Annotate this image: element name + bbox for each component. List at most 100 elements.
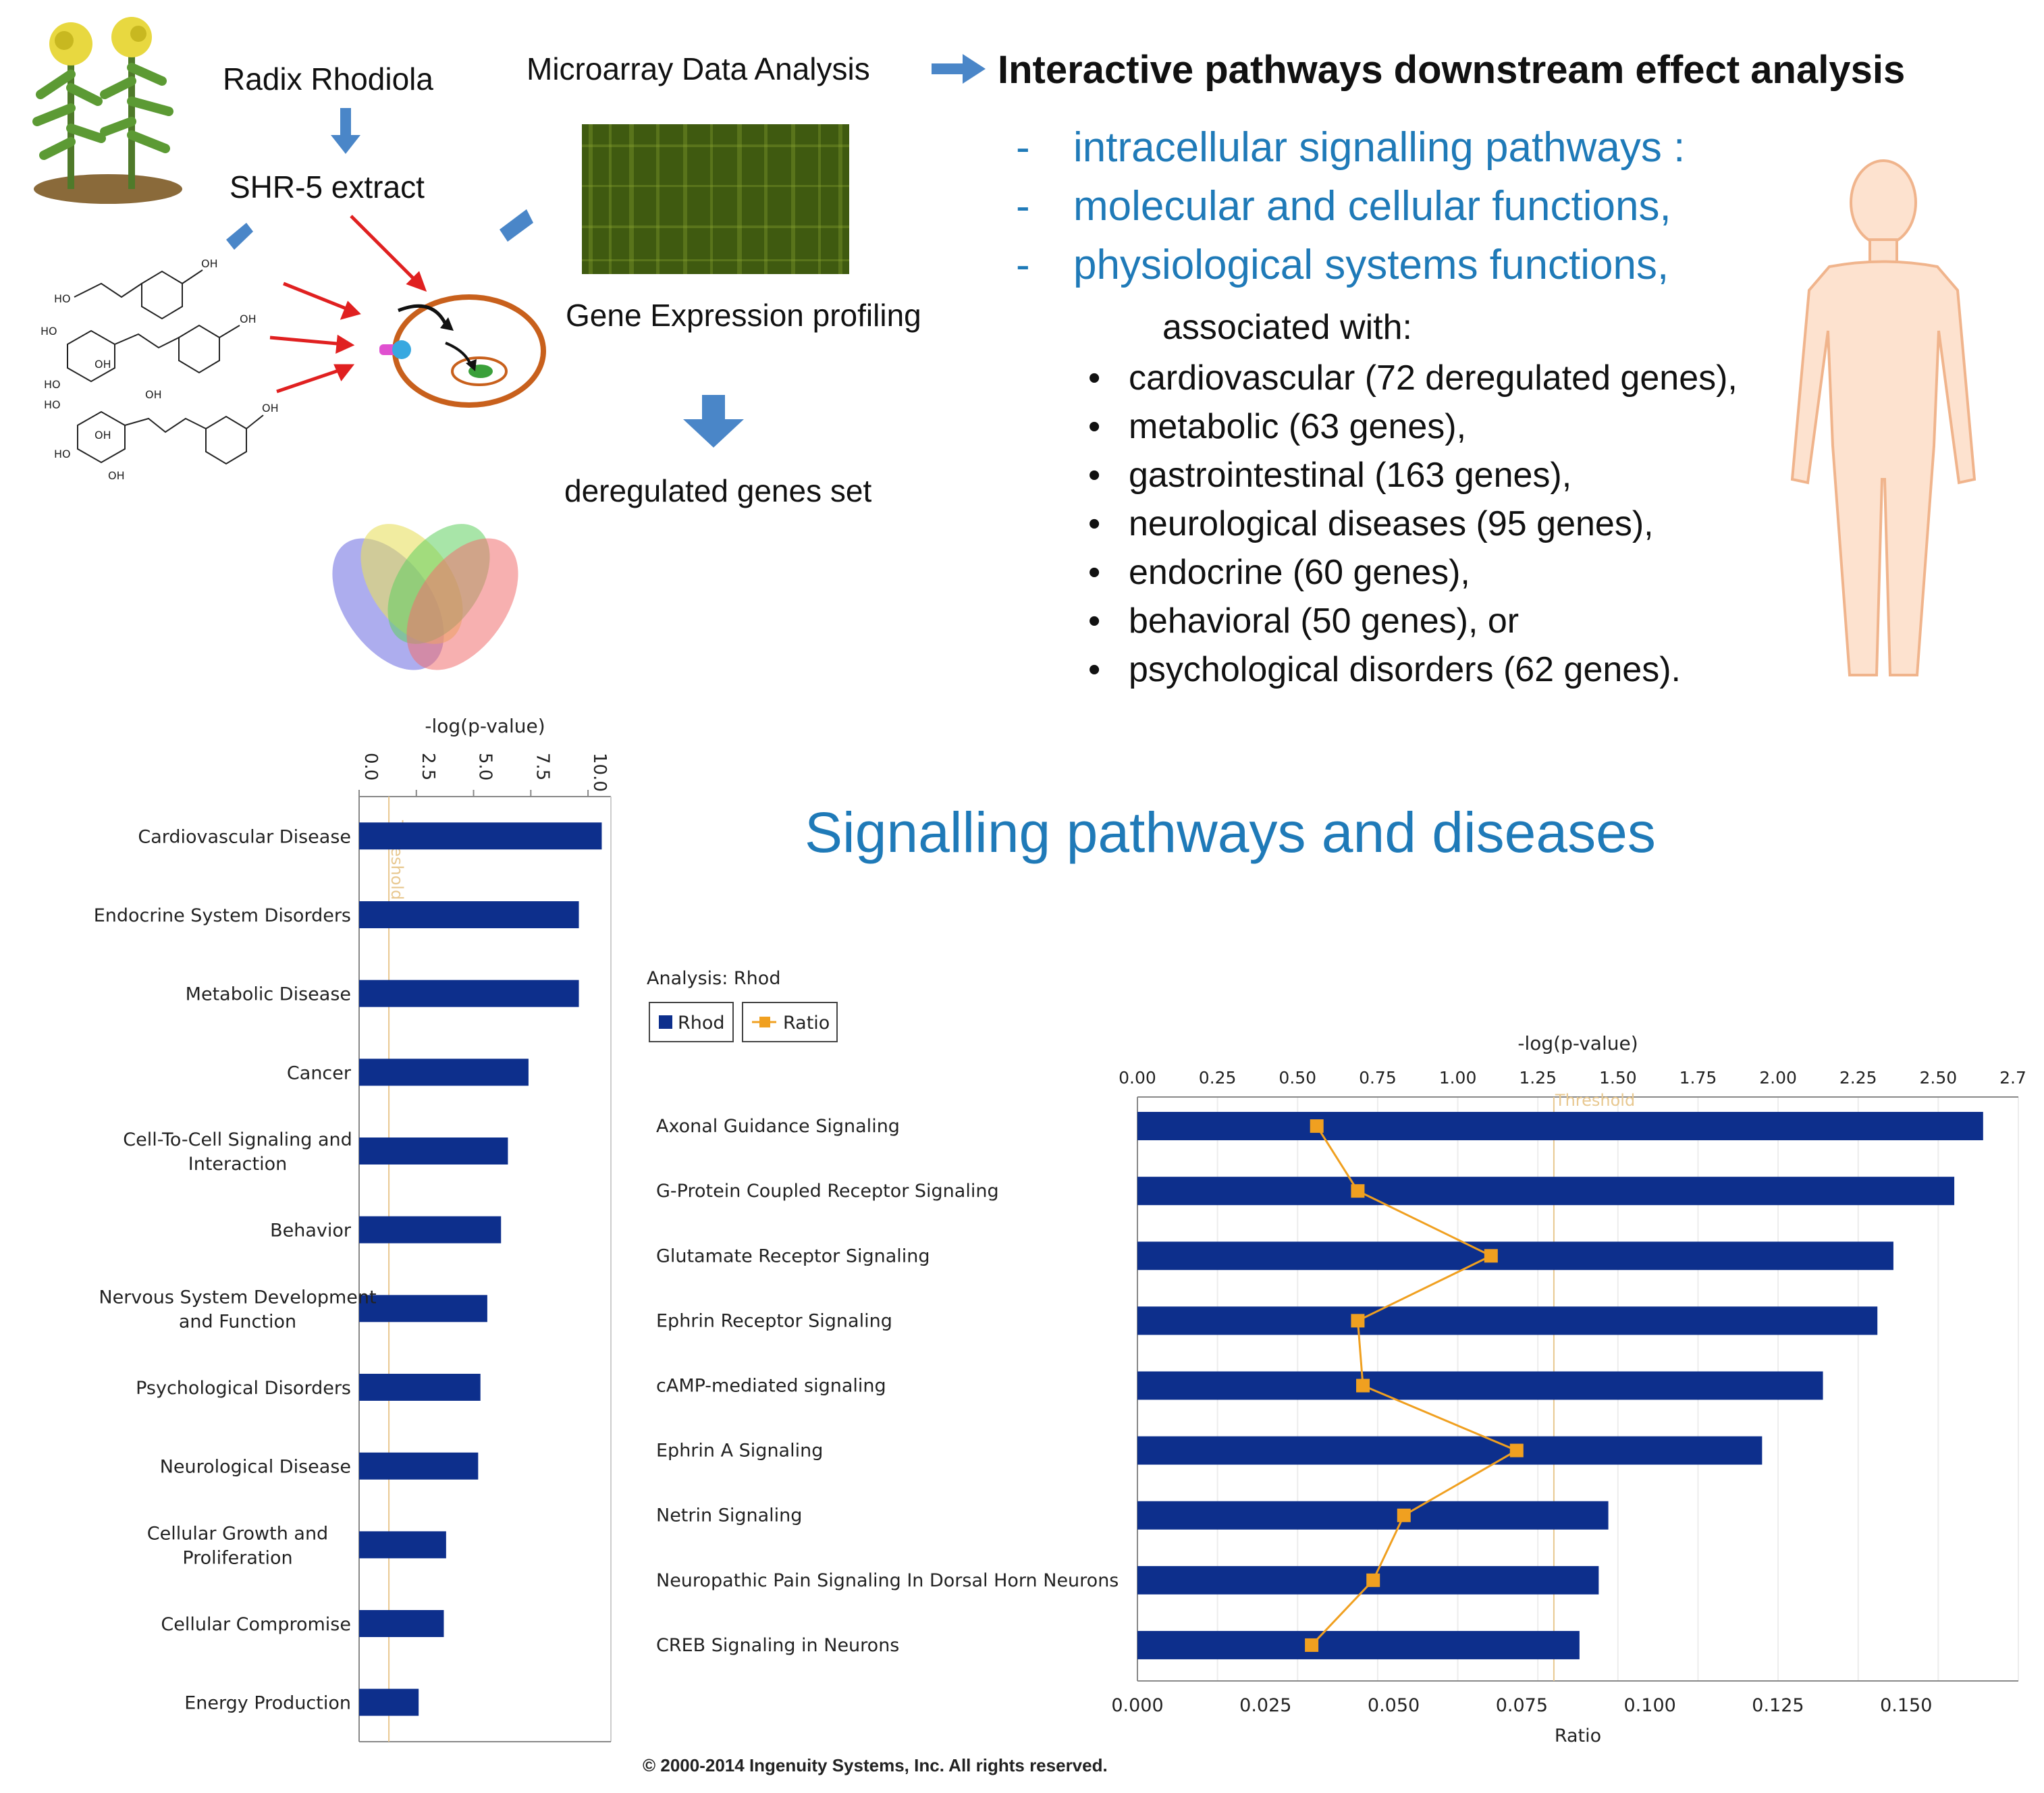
dash-symbol: - — [1016, 183, 1030, 230]
x-tick-label: 0.0 — [360, 753, 381, 780]
disease-bullet-item: • neurological diseases (95 genes), — [1088, 504, 1654, 544]
profiling-label: Gene Expression profiling — [566, 298, 921, 333]
bar — [359, 1138, 508, 1165]
top-tick-label: 2.50 — [1920, 1068, 1958, 1088]
bar — [1137, 1501, 1609, 1530]
molecule-label: OH — [95, 429, 111, 441]
x-tick-label: 5.0 — [475, 753, 495, 780]
category-label: Psychological Disorders — [136, 1378, 351, 1399]
disease-bullet-item: • endocrine (60 genes), — [1088, 552, 1470, 593]
top-tick-label: 0.00 — [1119, 1068, 1156, 1088]
disease-bullet-item: • metabolic (63 genes), — [1088, 406, 1466, 447]
category-label: and Function — [179, 1311, 296, 1332]
molecule-label: HO — [44, 398, 61, 411]
bar — [359, 1295, 487, 1322]
bar — [359, 1059, 529, 1086]
disease-bar-chart: -log(p-value)0.0 2.5 5.0 7.5 10.0ThresholdCa… — [94, 715, 612, 1742]
category-label: Netrin Signaling — [656, 1505, 802, 1526]
category-label: Endocrine System Disorders — [94, 905, 351, 926]
disease-bullet-item: • psychological disorders (62 genes). — [1088, 649, 1681, 690]
bottom-tick-label: 0.150 — [1880, 1695, 1932, 1716]
ratio-point — [1351, 1314, 1365, 1328]
category-label: Cellular Growth and — [147, 1523, 328, 1544]
bullet-symbol: • — [1088, 358, 1101, 398]
bar — [359, 1452, 479, 1480]
analysis-label: Analysis: Rhod — [647, 968, 780, 989]
bullet-symbol: • — [1088, 407, 1101, 446]
category-label: Nervous System Development — [99, 1287, 376, 1308]
category-label: Energy Production — [184, 1693, 351, 1714]
bottom-tick-label: 0.050 — [1368, 1695, 1420, 1716]
top-tick-label: 1.25 — [1519, 1068, 1557, 1088]
category-label: Axonal Guidance Signaling — [656, 1116, 900, 1137]
dash-item: - physiological systems functions, — [1016, 241, 1669, 289]
molecule-label: OH — [240, 313, 257, 325]
top-tick-label: 0.25 — [1199, 1068, 1237, 1088]
x-tick-label: 10.0 — [589, 753, 610, 792]
top-axis-title: -log(p-value) — [1517, 1032, 1638, 1054]
associated-label: associated with: — [1162, 308, 1412, 347]
molecule-label: HO — [44, 378, 61, 391]
top-tick-label: 1.75 — [1679, 1068, 1717, 1088]
molecule-label: OH — [108, 469, 125, 482]
molecule-label: OH — [95, 358, 111, 371]
bottom-tick-label: 0.100 — [1624, 1695, 1676, 1716]
right-arrow-icon — [932, 54, 986, 84]
category-label: Ephrin Receptor Signaling — [656, 1310, 892, 1331]
dash-item-text: molecular and cellular functions, — [1073, 183, 1671, 230]
bullet-text: neurological diseases (95 genes), — [1129, 504, 1654, 543]
ratio-point — [1356, 1379, 1370, 1393]
bar — [1137, 1371, 1823, 1400]
top-tick-label: 0.50 — [1279, 1068, 1316, 1088]
analysis-title: Interactive pathways downstream effect a… — [998, 48, 1906, 92]
category-label: Cancer — [287, 1063, 352, 1083]
category-label: G-Protein Coupled Receptor Signaling — [656, 1181, 999, 1202]
dash-symbol: - — [1016, 124, 1030, 171]
bar — [359, 1531, 446, 1559]
category-label: Ephrin A Signaling — [656, 1441, 823, 1462]
bullet-symbol: • — [1088, 456, 1101, 495]
bar — [359, 1610, 444, 1637]
top-tick-label: 0.75 — [1359, 1068, 1397, 1088]
category-label: Proliferation — [182, 1547, 292, 1568]
extract-label: SHR-5 extract — [230, 169, 425, 205]
dash-symbol: - — [1016, 242, 1030, 288]
bar — [359, 1216, 502, 1243]
x-tick-label: 2.5 — [418, 753, 438, 780]
bullet-text: metabolic (63 genes), — [1129, 407, 1467, 446]
bar — [1137, 1306, 1878, 1335]
down-arrow-icon — [683, 395, 744, 448]
ratio-point — [1366, 1573, 1380, 1587]
rhodiola-plant-illustration — [32, 17, 182, 204]
microarray-image — [582, 124, 849, 274]
legend-label: Ratio — [783, 1013, 830, 1034]
bottom-axis-title: Ratio — [1555, 1725, 1601, 1746]
bar — [1137, 1241, 1893, 1270]
molecule-label: OH — [201, 257, 218, 270]
source-label: Radix Rhodiola — [223, 61, 433, 97]
molecule-label: HO — [54, 292, 71, 305]
category-label: cAMP-mediated signaling — [656, 1376, 886, 1397]
deregulated-label: deregulated genes set — [564, 473, 872, 508]
top-tick-label: 2.00 — [1759, 1068, 1797, 1088]
x-tick-label: 7.5 — [532, 753, 552, 780]
legend-rhod: Rhod — [649, 1002, 734, 1042]
down-arrow-icon — [331, 108, 360, 154]
bottom-tick-label: 0.000 — [1111, 1695, 1163, 1716]
bullet-symbol: • — [1088, 650, 1101, 689]
bullet-symbol: • — [1088, 553, 1101, 592]
disease-bullet-item: • behavioral (50 genes), or — [1088, 601, 1519, 641]
legend-label: Rhod — [678, 1013, 725, 1034]
legend-box — [649, 1002, 734, 1042]
category-label: Neurological Disease — [160, 1457, 351, 1478]
legend-box — [742, 1002, 838, 1042]
category-label: Metabolic Disease — [186, 984, 351, 1005]
bullet-text: gastrointestinal (163 genes), — [1129, 456, 1572, 495]
x-axis-title: -log(p-value) — [425, 715, 545, 737]
chemical-structures-diagram: OH HO HO OH OH HO HO OH HO OH OH OH — [41, 257, 279, 482]
ratio-point — [1305, 1638, 1319, 1652]
legend-swatch — [759, 1017, 770, 1027]
bar — [1137, 1630, 1580, 1659]
ratio-point — [1310, 1119, 1324, 1133]
ratio-point — [1484, 1249, 1498, 1263]
